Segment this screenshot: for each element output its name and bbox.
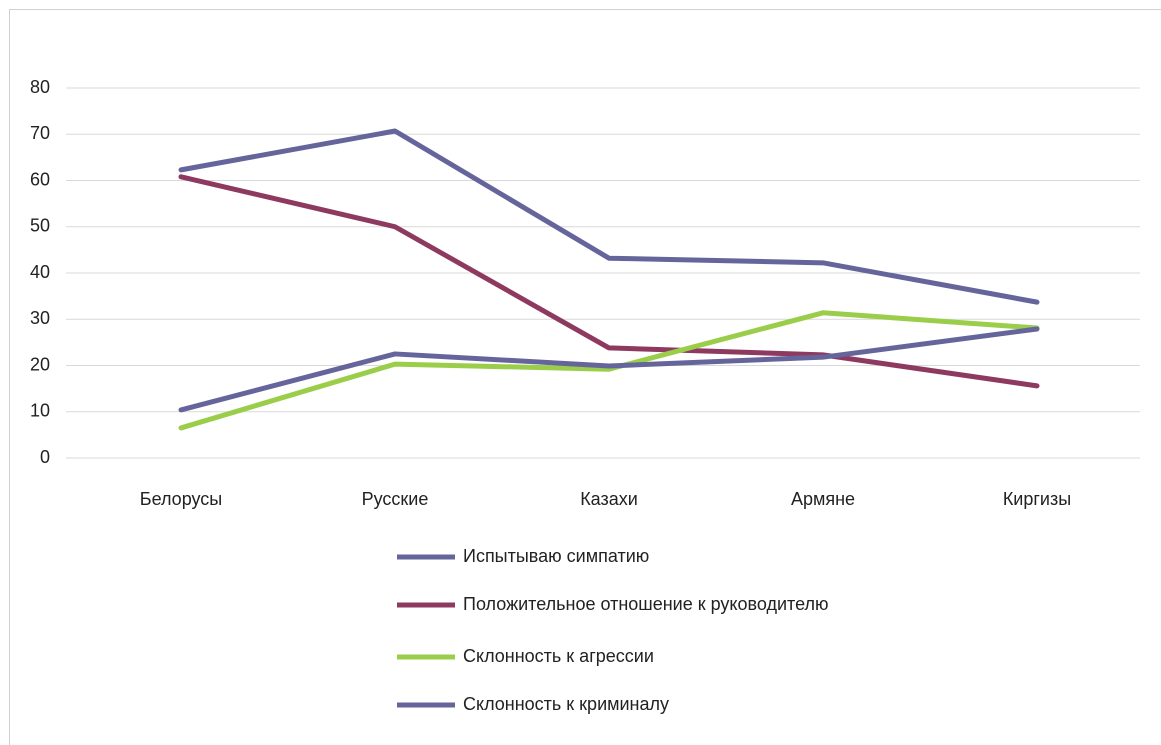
y-tick-label: 50 bbox=[30, 216, 50, 236]
x-tick-label: Казахи bbox=[580, 489, 638, 509]
series-line bbox=[178, 310, 1040, 431]
y-tick-label: 20 bbox=[30, 354, 50, 374]
x-tick-label: Армяне bbox=[791, 489, 855, 509]
y-tick-label: 30 bbox=[30, 308, 50, 328]
y-tick-label: 0 bbox=[40, 447, 50, 467]
y-tick-label: 70 bbox=[30, 123, 50, 143]
series-line bbox=[178, 326, 1040, 413]
legend-label: Склонность к агрессии bbox=[463, 646, 654, 666]
legend-label: Склонность к криминалу bbox=[463, 694, 669, 714]
legend-label: Положительное отношение к руководителю bbox=[463, 594, 829, 614]
y-tick-label: 60 bbox=[30, 169, 50, 189]
y-tick-label: 10 bbox=[30, 401, 50, 421]
y-tick-label: 40 bbox=[30, 262, 50, 282]
x-tick-label: Киргизы bbox=[1003, 489, 1071, 509]
x-tick-label: Русские bbox=[362, 489, 429, 509]
series-line bbox=[178, 128, 1040, 305]
x-tick-label: Белорусы bbox=[140, 489, 223, 509]
chart-frame bbox=[9, 9, 1161, 745]
y-tick-label: 80 bbox=[30, 77, 50, 97]
series-line bbox=[178, 174, 1040, 389]
legend-label: Испытываю симпатию bbox=[463, 546, 649, 566]
